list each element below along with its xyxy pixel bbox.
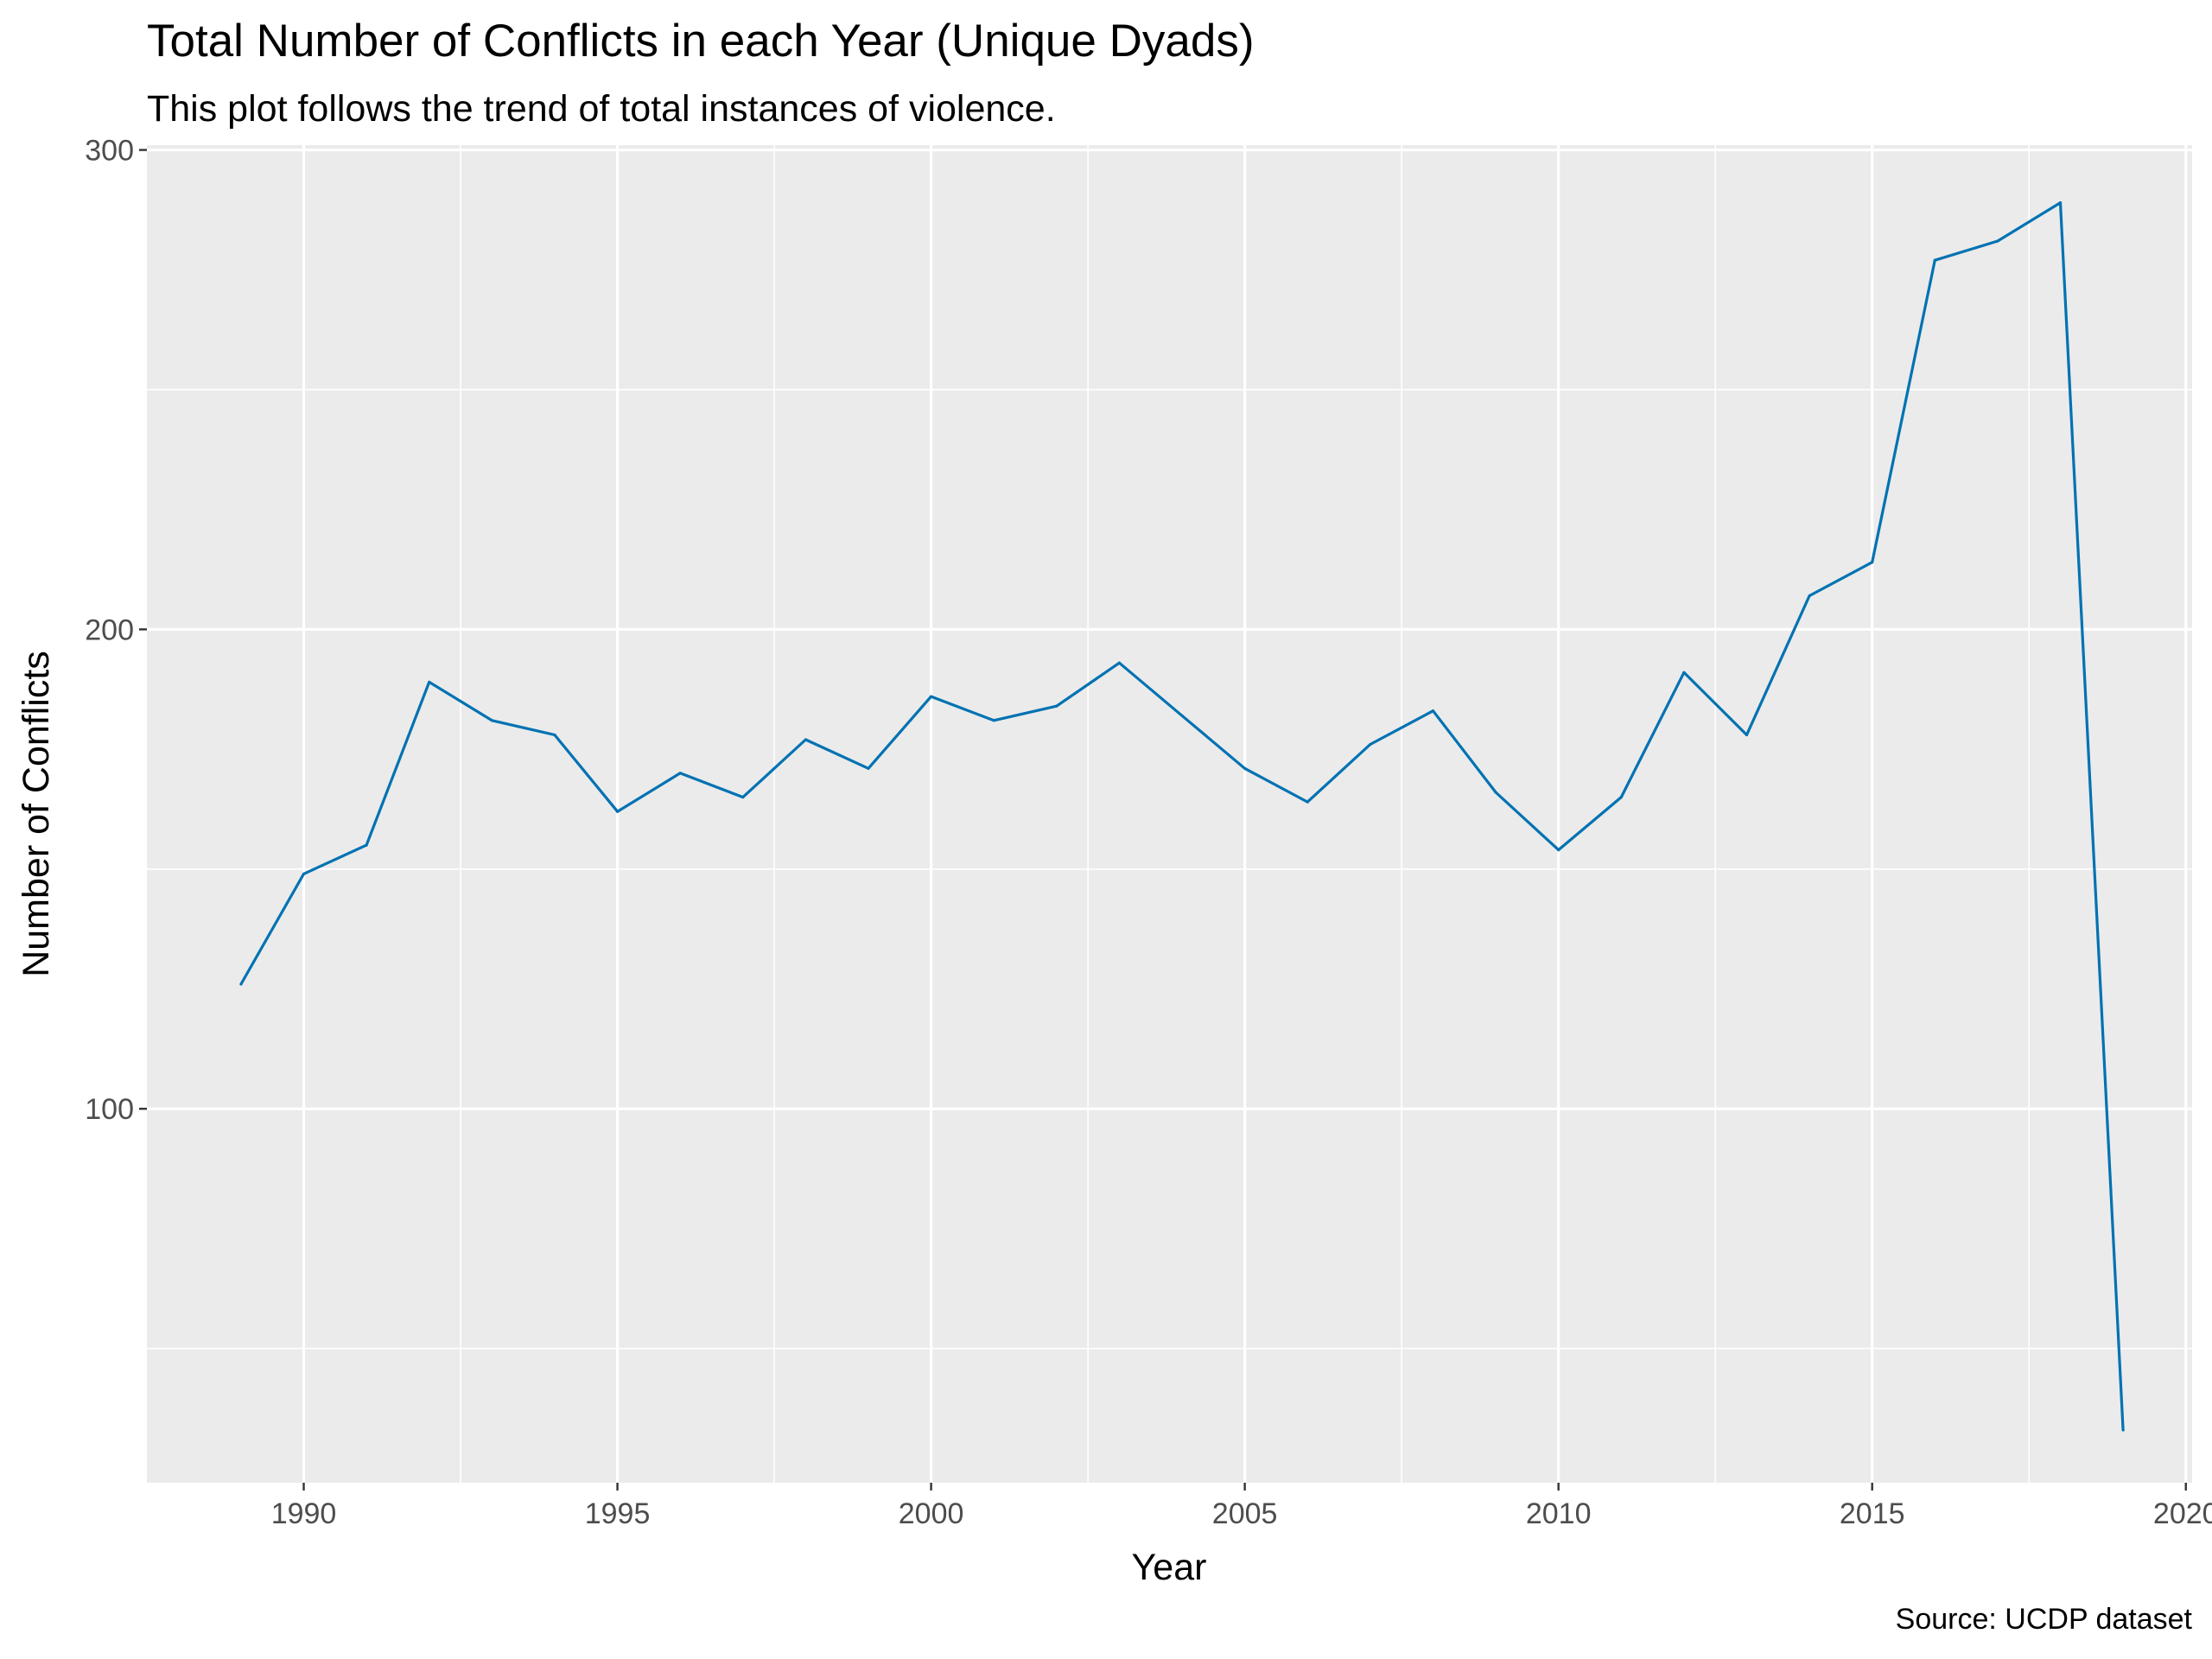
data-point-2013 [1745,733,1749,737]
data-point-1997 [741,795,745,799]
data-point-2002 [1055,704,1058,708]
series-layer [239,200,2125,1432]
y-axis: 100 200 300 [85,135,147,1126]
y-tick-label: 100 [85,1093,134,1126]
data-point-2000 [929,695,933,698]
x-tick-label: 2010 [1526,1497,1592,1530]
data-point-1990 [302,872,306,875]
chart-caption: Source: UCDP dataset [1896,1603,2193,1636]
x-axis: 1990 1995 2000 2005 2010 2015 2020 [271,1483,2212,1530]
data-point-2011 [1619,795,1623,799]
data-point-2016 [1933,258,1936,262]
data-point-2015 [1871,561,1874,564]
data-point-1994 [553,733,556,737]
data-point-2019 [2121,1428,2125,1432]
minor-gridlines [147,145,2192,1483]
data-point-1991 [365,843,368,847]
chart-subtitle: This plot follows the trend of total ins… [147,88,1056,130]
y-axis-title: Number of Conflicts [16,651,57,977]
x-axis-title: Year [1132,1547,1207,1588]
data-point-2001 [992,719,995,722]
data-point-2005 [1243,766,1247,770]
plot-panel [147,145,2192,1483]
x-tick-label: 2000 [899,1497,964,1530]
data-point-1996 [678,772,682,775]
x-tick-label: 2005 [1212,1497,1278,1530]
chart-title: Total Number of Conflicts in each Year (… [147,16,1254,67]
data-point-1998 [804,738,807,741]
major-gridlines [147,145,2192,1483]
data-point-2009 [1494,791,1497,794]
data-point-2003 [1117,661,1122,664]
data-point-1993 [490,719,493,722]
data-point-2004 [1180,714,1184,717]
data-point-2014 [1808,594,1811,598]
x-tick-label: 2015 [1840,1497,1905,1530]
data-point-2012 [1682,671,1686,674]
data-point-2008 [1431,709,1435,713]
y-tick-label: 200 [85,613,134,646]
x-tick-label: 2020 [2153,1497,2212,1530]
data-point-1989 [239,982,243,986]
x-tick-label: 1990 [271,1497,337,1530]
data-point-2018 [2058,200,2063,205]
data-point-2007 [1369,742,1372,747]
y-tick-label: 300 [85,135,134,168]
data-point-2010 [1557,849,1560,852]
x-tick-label: 1995 [585,1497,651,1530]
data-point-2017 [1996,239,1999,243]
data-point-1992 [428,680,431,684]
data-point-2006 [1306,800,1309,804]
data-point-1995 [615,810,620,813]
data-point-1999 [867,766,870,770]
